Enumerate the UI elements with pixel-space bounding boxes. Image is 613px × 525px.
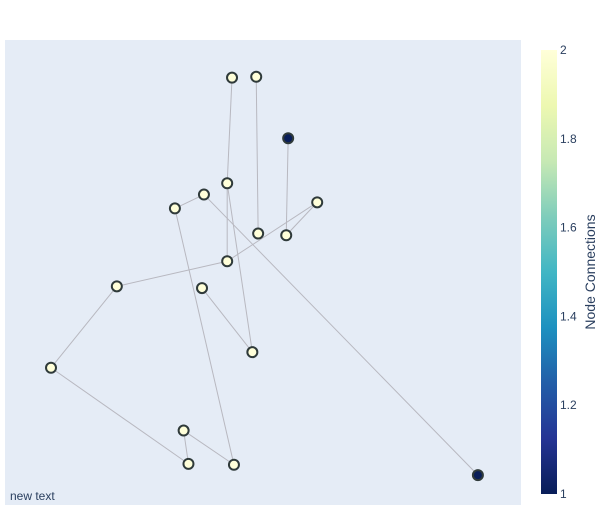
colorbar-tick-3: 1.6 [560, 221, 577, 235]
edge-11 [201, 287, 253, 353]
node-11[interactable] [196, 282, 209, 295]
node-16[interactable] [227, 458, 240, 471]
nodes-layer [45, 70, 484, 482]
edge-13 [50, 367, 189, 465]
node-3[interactable] [221, 177, 234, 190]
node-15[interactable] [182, 457, 195, 470]
node-9[interactable] [221, 255, 234, 268]
edge-8 [285, 202, 318, 236]
edge-10 [116, 260, 228, 287]
node-5[interactable] [168, 202, 181, 215]
node-8[interactable] [280, 229, 293, 242]
node-0[interactable] [226, 71, 239, 84]
node-10[interactable] [110, 280, 123, 293]
colorbar-ticks: 1 1.2 1.4 1.6 1.8 2 [560, 43, 577, 501]
node-4[interactable] [197, 188, 210, 201]
node-13[interactable] [45, 361, 58, 374]
colorbar [541, 50, 557, 494]
edge-15 [183, 430, 235, 466]
edge-2 [285, 138, 289, 236]
colorbar-tick-0: 1 [560, 487, 567, 501]
colorbar-tick-4: 1.8 [560, 132, 577, 146]
edge-12 [50, 286, 118, 369]
node-7[interactable] [252, 227, 265, 240]
edge-6 [203, 194, 479, 476]
edge-1 [255, 76, 259, 234]
node-14[interactable] [177, 424, 190, 437]
colorbar-title: Node Connections [582, 214, 598, 329]
annotation-text: new text [10, 489, 55, 503]
edge-9 [226, 201, 318, 262]
node-12[interactable] [246, 346, 259, 359]
node-6[interactable] [311, 196, 324, 209]
edge-7 [174, 208, 235, 465]
plot-area [5, 40, 521, 505]
node-1[interactable] [250, 70, 263, 83]
colorbar-tick-5: 2 [560, 43, 567, 57]
colorbar-tick-1: 1.2 [560, 398, 577, 412]
colorbar-tick-2: 1.4 [560, 309, 577, 323]
node-17[interactable] [471, 469, 484, 482]
node-2[interactable] [282, 132, 295, 145]
edge-4 [226, 183, 253, 353]
edge-0 [226, 77, 233, 184]
